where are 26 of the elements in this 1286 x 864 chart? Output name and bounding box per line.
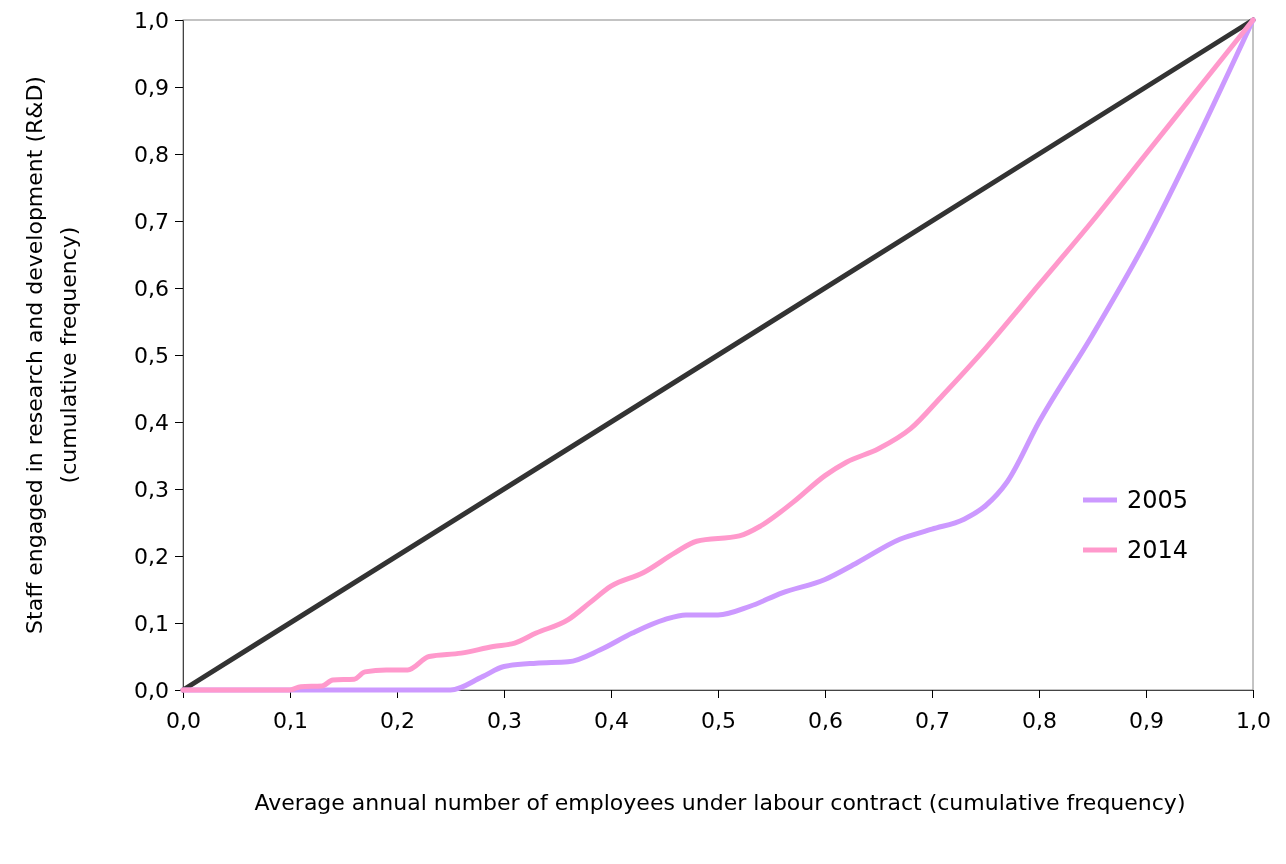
x-tick-label: 0,5 — [701, 707, 736, 733]
x-tick-label: 0,9 — [1129, 707, 1164, 733]
y-tick-label: 0,5 — [134, 342, 169, 368]
y-tick-label: 0,9 — [134, 74, 169, 100]
y-tick-label: 0,4 — [134, 409, 169, 435]
y-axis-title: Staff engaged in research and development (R&D) (cumulative frequency) — [22, 76, 81, 634]
x-tick-label: 0,1 — [273, 707, 308, 733]
y-tick-label: 0,0 — [134, 677, 169, 703]
x-tick-label: 0,0 — [166, 707, 201, 733]
y-tick-label: 0,1 — [134, 610, 169, 636]
legend-label: 2014 — [1127, 536, 1189, 565]
x-tick-label: 0,7 — [915, 707, 950, 733]
x-tick-label: 0,3 — [487, 707, 522, 733]
y-tick-label: 0,2 — [134, 543, 169, 569]
y-tick-label: 1,0 — [134, 7, 169, 33]
y-tick-label: 0,8 — [134, 141, 169, 167]
x-tick-label: 0,8 — [1022, 707, 1057, 733]
x-tick-label: 1,0 — [1236, 707, 1271, 733]
legend-label: 2005 — [1127, 486, 1189, 515]
x-tick-label: 0,4 — [594, 707, 629, 733]
y-tick-label: 0,3 — [134, 476, 169, 502]
x-axis-title: Average annual number of employees under labour contract (cumulative frequency) — [254, 790, 1186, 815]
y-tick-label: 0,7 — [134, 208, 169, 234]
y-tick-label: 0,6 — [134, 275, 169, 301]
x-tick-label: 0,6 — [808, 707, 843, 733]
x-tick-label: 0,2 — [380, 707, 415, 733]
